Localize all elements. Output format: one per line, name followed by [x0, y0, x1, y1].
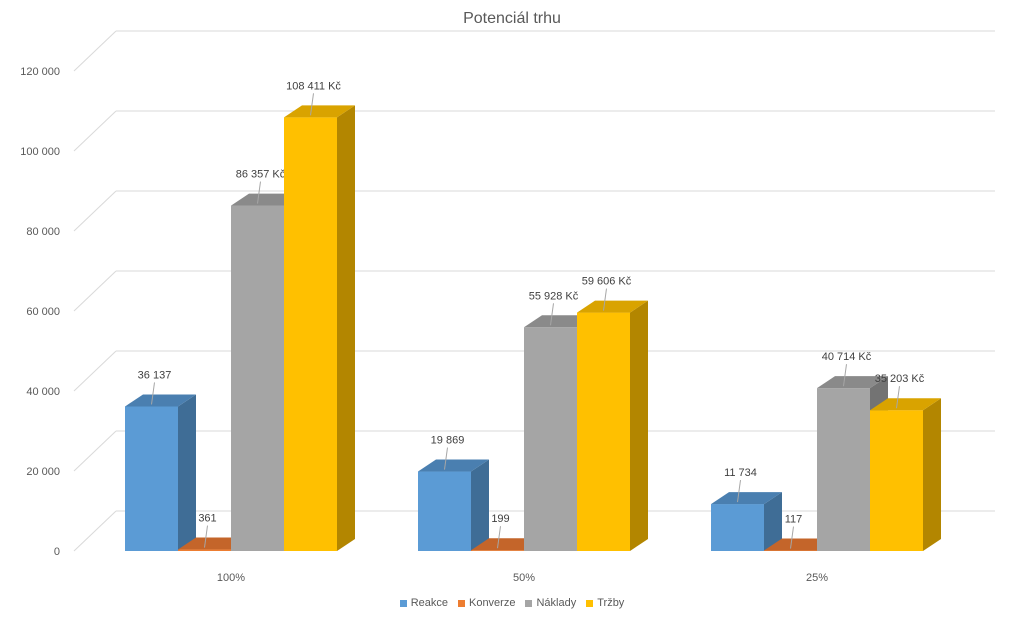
gridline-diagonal — [73, 350, 117, 392]
data-label: 36 137 — [138, 369, 172, 381]
bar-front — [418, 471, 471, 551]
legend-swatch-reakce — [399, 599, 407, 607]
x-tick-label: 50% — [513, 572, 535, 584]
bar-side — [764, 492, 782, 551]
gridline-diagonal — [73, 430, 117, 472]
x-tick-label: 25% — [806, 572, 828, 584]
legend-item-naklady: Náklady — [525, 597, 576, 609]
bar-side — [337, 105, 355, 551]
legend-label-naklady: Náklady — [536, 597, 577, 609]
gridline-diagonal — [73, 30, 117, 72]
data-label-leader — [497, 526, 501, 549]
y-tick-label: 40 000 — [26, 386, 60, 398]
legend-swatch-trzby — [586, 599, 594, 607]
y-tick-label: 120 000 — [20, 66, 60, 78]
bar-front — [817, 388, 870, 551]
data-label-leader — [603, 288, 607, 311]
data-label: 40 714 Kč — [822, 351, 872, 363]
data-label: 86 357 Kč — [236, 169, 286, 181]
gridline-diagonal — [73, 110, 117, 152]
legend-item-reakce: Reakce — [399, 597, 448, 609]
legend-label-trzby: Tržby — [597, 597, 625, 609]
gridline-diagonal — [73, 190, 117, 232]
bar-top — [418, 459, 489, 472]
data-label-leader — [737, 479, 741, 503]
data-label-leader — [896, 386, 900, 409]
bar-front — [125, 406, 178, 551]
bar-side — [471, 459, 489, 551]
bar-front — [870, 410, 923, 551]
data-label: 199 — [491, 513, 509, 525]
data-label: 117 — [785, 514, 803, 526]
data-label-leader — [151, 382, 155, 405]
legend: Reakce Konverze Náklady Tržby — [0, 597, 1024, 609]
y-tick-label: 60 000 — [26, 306, 60, 318]
legend-item-trzby: Tržby — [586, 597, 624, 609]
y-tick-label: 80 000 — [26, 226, 60, 238]
data-label: 59 606 Kč — [582, 276, 632, 288]
data-label: 55 928 Kč — [529, 290, 579, 302]
x-tick-label: 100% — [217, 572, 245, 584]
gridline-diagonal — [73, 270, 117, 312]
bar-front — [284, 117, 337, 551]
bar-top — [870, 398, 941, 411]
bar-side — [923, 398, 941, 551]
bar-top — [125, 394, 196, 407]
data-label-leader — [550, 303, 554, 326]
data-label-leader — [843, 364, 847, 387]
gridline-diagonal — [73, 510, 117, 552]
bar-front — [178, 549, 231, 551]
data-label-leader — [257, 181, 261, 204]
bar-front — [231, 205, 284, 551]
data-label: 361 — [198, 513, 216, 525]
legend-swatch-konverze — [457, 599, 465, 607]
bar-front — [711, 504, 764, 551]
y-tick-label: 0 — [54, 546, 60, 558]
bar-front — [524, 327, 577, 551]
data-label-leader — [310, 93, 314, 116]
bar-side — [630, 300, 648, 551]
legend-item-konverze: Konverze — [457, 597, 516, 609]
y-tick-label: 20 000 — [26, 466, 60, 478]
legend-swatch-naklady — [525, 599, 533, 607]
bar-front — [577, 312, 630, 551]
bar-top — [577, 300, 648, 313]
data-label-leader — [444, 447, 448, 470]
bar-top — [817, 376, 888, 389]
legend-label-konverze: Konverze — [468, 597, 516, 609]
data-label-leader — [204, 525, 208, 548]
bar-front — [471, 550, 524, 551]
data-label: 35 203 Kč — [875, 373, 925, 385]
bar-side — [178, 394, 196, 551]
data-label: 11 734 — [724, 467, 757, 479]
data-label: 19 869 — [431, 435, 465, 447]
data-label-leader — [790, 526, 794, 549]
data-label: 108 411 Kč — [286, 80, 341, 92]
bar-top — [711, 492, 782, 505]
legend-label-reakce: Reakce — [410, 597, 448, 609]
bar-top — [284, 105, 355, 118]
y-tick-label: 100 000 — [20, 146, 60, 158]
chart-title: Potenciál trhu — [463, 10, 561, 27]
